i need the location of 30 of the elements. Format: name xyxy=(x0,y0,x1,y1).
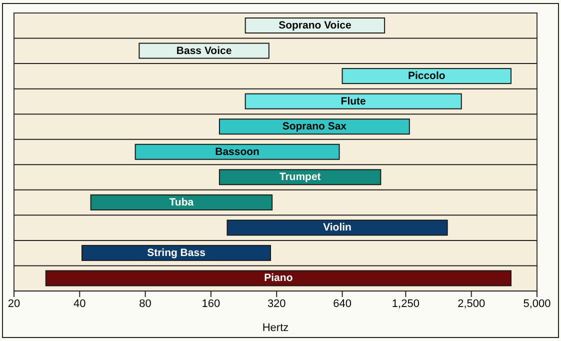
data-label: String Bass xyxy=(147,246,206,259)
x-tick-label: 40 xyxy=(74,298,86,310)
bar xyxy=(244,93,462,110)
data-label: Piano xyxy=(264,272,293,284)
data-label: Bass Voice xyxy=(176,44,232,57)
x-tick-label: 320 xyxy=(267,298,286,310)
data-label: Flute xyxy=(340,95,366,108)
x-tick-label: 2,500 xyxy=(458,298,486,310)
bar xyxy=(218,118,410,135)
data-label: Bassoon xyxy=(215,146,260,158)
bar xyxy=(45,270,512,286)
bar xyxy=(342,68,512,84)
data-label: Trumpet xyxy=(279,171,322,184)
bar xyxy=(81,244,272,261)
bar xyxy=(218,169,382,186)
data-label: Violin xyxy=(323,222,352,234)
data-label: Piccolo xyxy=(408,70,446,82)
x-tick-label: 160 xyxy=(202,298,220,310)
x-tick-label: 20 xyxy=(8,298,20,310)
x-tick-label: 1,250 xyxy=(392,298,420,310)
bar xyxy=(134,144,340,160)
data-label: Soprano Sax xyxy=(282,120,347,133)
data-label: Tuba xyxy=(169,196,194,208)
x-tick-label: 5,000 xyxy=(523,298,551,310)
x-tick-label: 80 xyxy=(139,298,152,310)
data-label: Soprano Voice xyxy=(278,20,352,32)
bar xyxy=(90,194,273,210)
bar xyxy=(226,220,448,236)
x-tick-label: 640 xyxy=(333,298,352,310)
x-axis-title: Hertz xyxy=(262,322,289,334)
